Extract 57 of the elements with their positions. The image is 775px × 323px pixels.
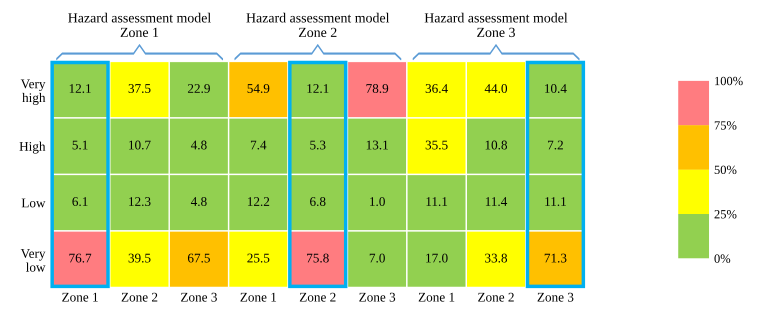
data-label: 10.7 [129,140,151,150]
data-label: 4.8 [190,140,207,150]
x-tick-label: Zone 1 [418,292,454,302]
data-label: 37.5 [128,84,151,93]
text: Hazard assessment model Zone 1 [68,12,211,38]
color-bar-label: 50% [714,166,736,174]
data-label: 12.1 [307,84,329,93]
data-label: 6.8 [310,197,326,206]
data-label: 12.1 [70,84,91,93]
data-label: 13.1 [366,140,388,150]
data-label: 12.3 [129,197,151,206]
data-label: 11.1 [426,197,448,206]
x-tick-label: Zone 1 [62,292,98,302]
data-label: 22.9 [188,84,210,93]
data-label: 7.0 [370,254,385,263]
color-bar-label: 75% [714,121,736,130]
data-label: 33.8 [485,254,508,263]
data-label: 25.5 [247,254,270,263]
data-label: 36.4 [426,84,448,93]
y-tick-label: Very low [20,249,46,272]
data-label: 71.3 [544,254,566,263]
data-label: 11.1 [545,197,566,206]
text: Hazard assessment model Zone 3 [424,12,568,38]
data-label: 10.4 [545,84,567,93]
x-tick-label: Zone 3 [181,292,217,302]
data-label: 6.1 [72,197,88,206]
data-label: 1.0 [370,197,385,206]
color-bar-label: 100% [715,76,743,86]
data-label: 54.9 [248,84,270,93]
data-label: 75.8 [307,254,329,263]
data-label: 39.5 [128,254,151,263]
y-tick-label: Low [22,198,46,208]
data-label: 5.3 [310,140,326,150]
data-label: 5.1 [72,140,88,150]
data-label: 7.2 [548,140,563,150]
data-label: 17.0 [426,254,448,263]
data-label: 35.5 [426,140,448,150]
data-label: 10.8 [486,140,508,150]
x-tick-label: Zone 3 [359,292,396,302]
data-label: 67.5 [188,254,210,263]
data-label: 4.8 [190,197,207,206]
data-label: 7.4 [250,140,266,150]
x-tick-label: Zone 2 [300,292,336,302]
text: Hazard assessment model Zone 2 [246,12,390,38]
x-tick-label: Zone 2 [478,292,514,302]
data-label: 44.0 [484,84,508,93]
x-tick-label: Zone 3 [538,292,574,302]
data-label: 78.9 [366,84,388,93]
y-tick-label: Very high [20,80,46,105]
x-tick-label: Zone 2 [122,292,158,302]
data-label: 76.7 [69,254,92,263]
data-label: 12.2 [248,197,270,206]
y-tick-label: High [20,142,46,154]
data-label: 11.4 [486,197,508,206]
x-tick-label: Zone 1 [240,292,276,302]
color-bar-label: 0% [714,254,730,263]
color-bar-label: 25% [714,210,736,218]
